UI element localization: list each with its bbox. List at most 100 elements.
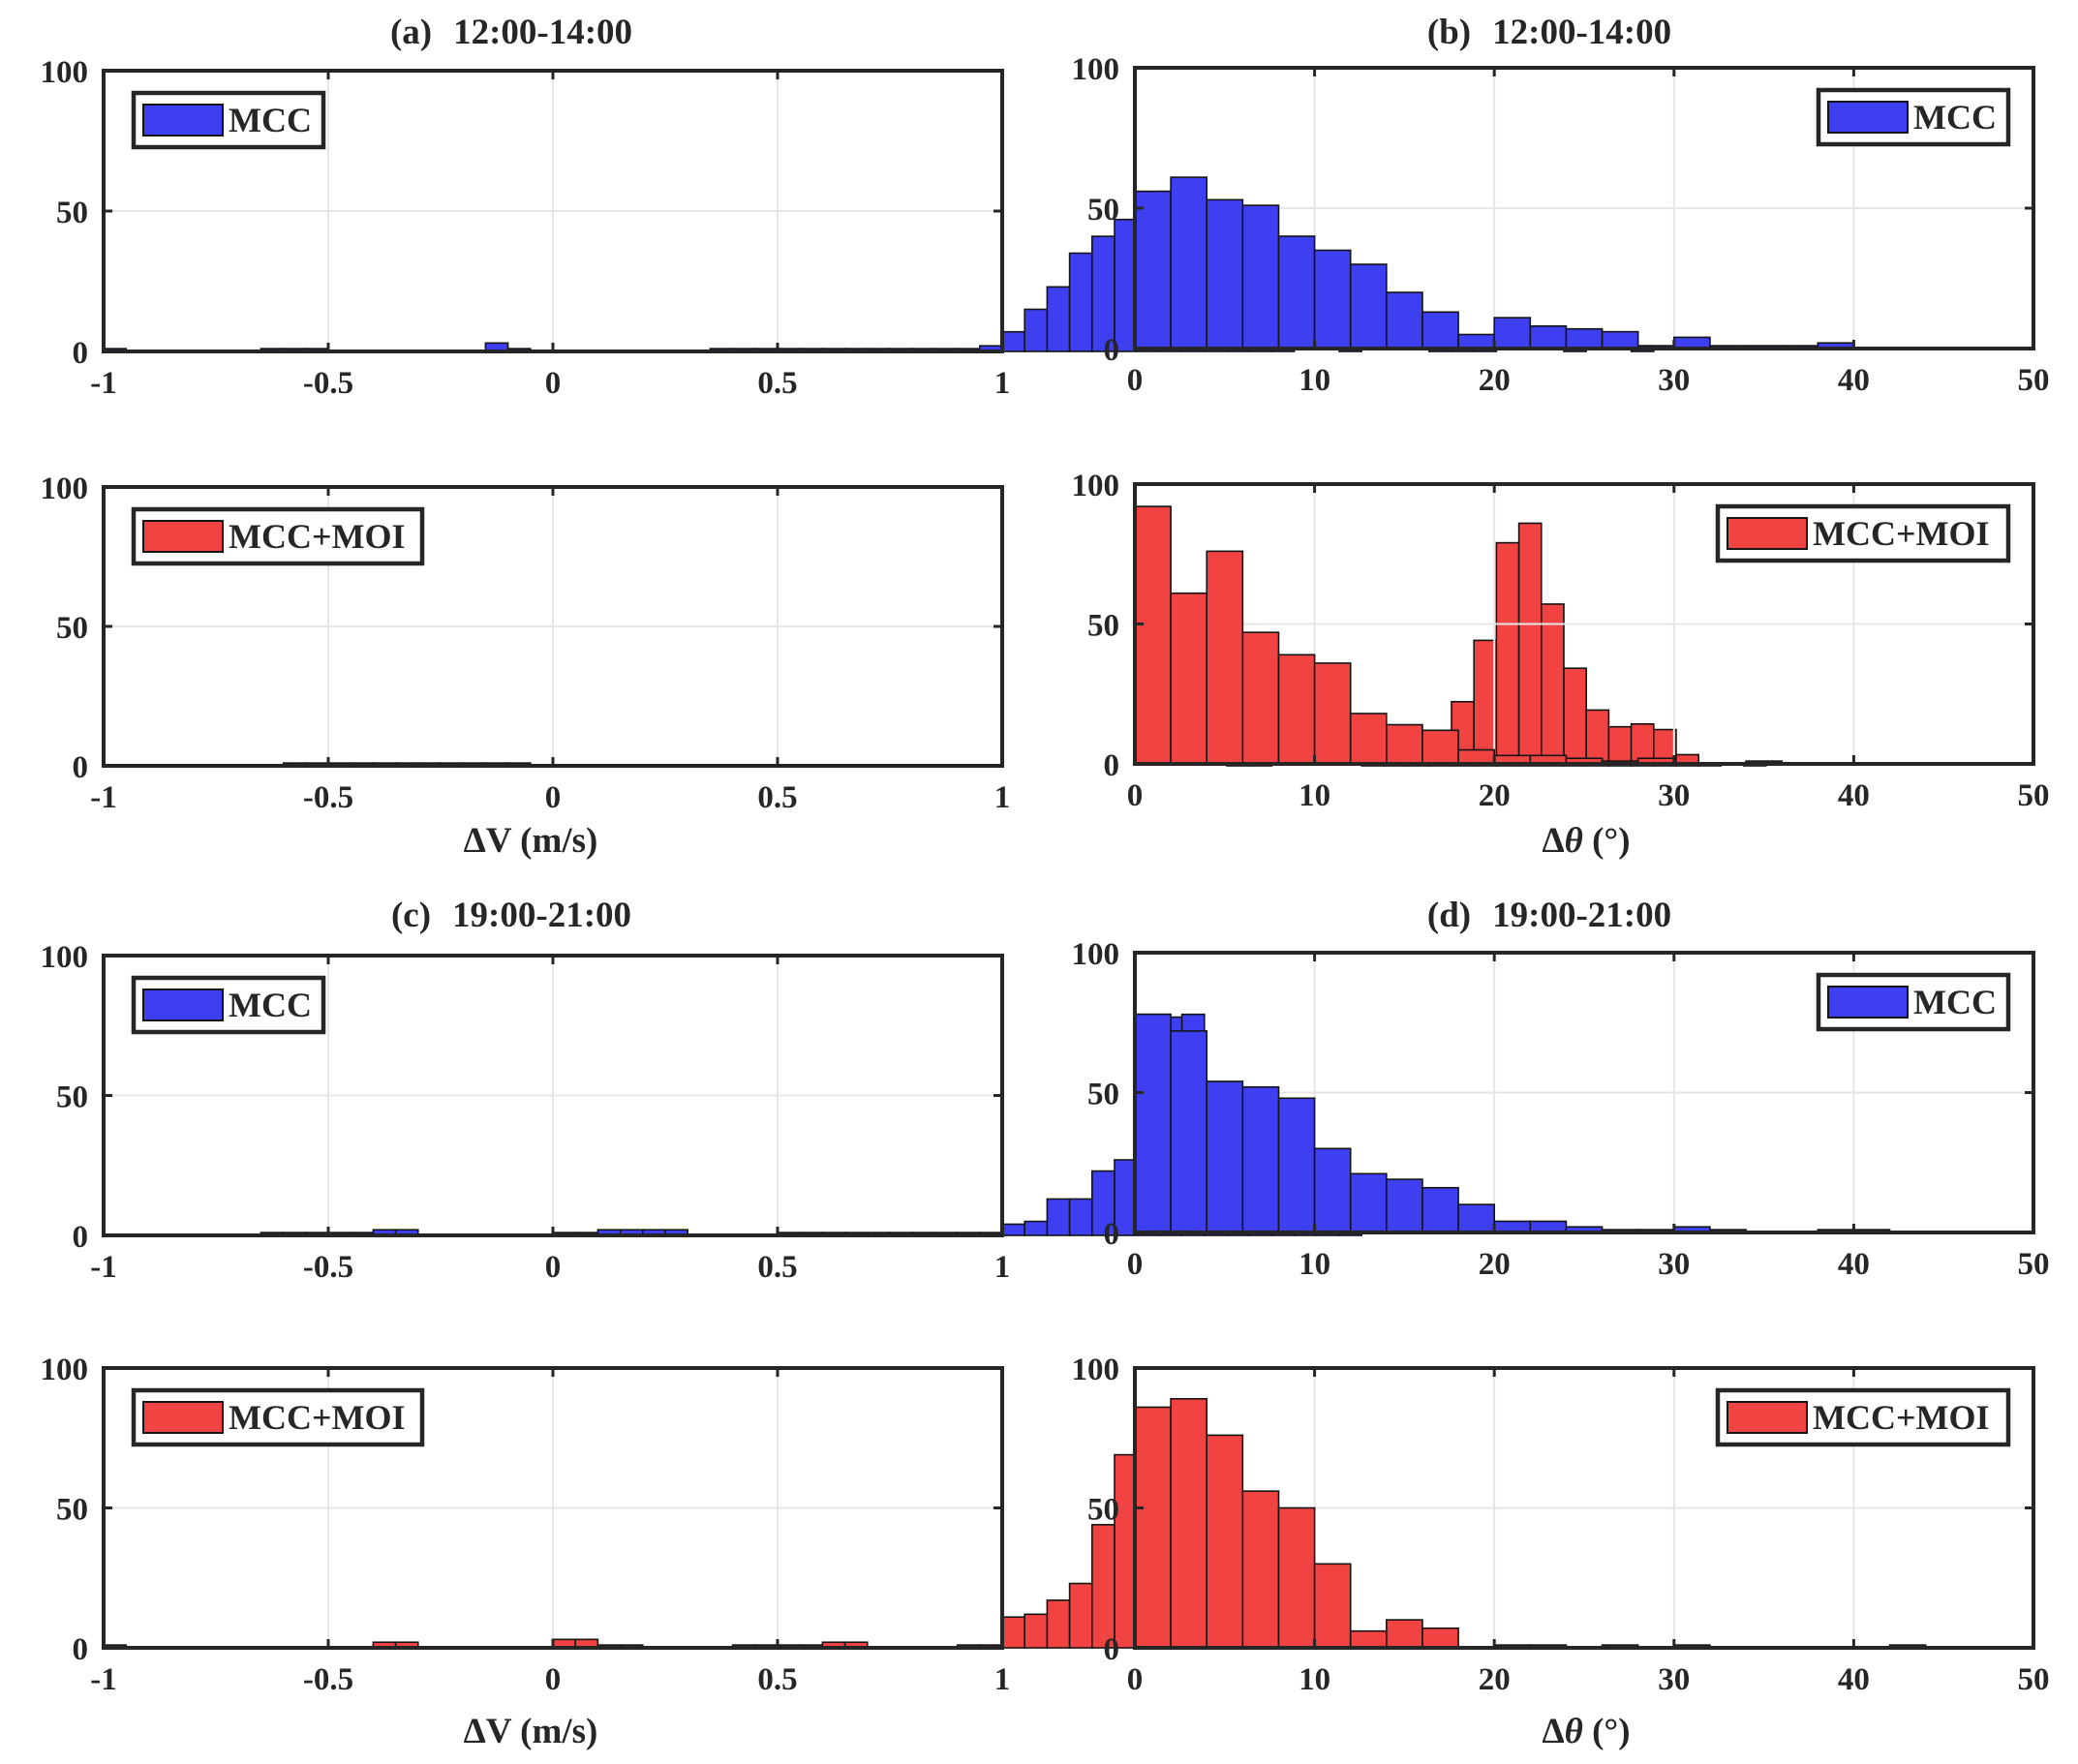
- legend-swatch: [1827, 986, 1909, 1019]
- histogram-bar: [1206, 550, 1244, 765]
- histogram-bar: [1607, 725, 1633, 767]
- x-tick-label: 10: [1299, 363, 1330, 398]
- histogram-bar: [1585, 709, 1610, 767]
- y-tick-label: 100: [1072, 1353, 1120, 1387]
- histogram-bar: [1495, 541, 1520, 767]
- panel-title: (d) 19:00-21:00: [1427, 896, 1671, 935]
- legend-swatch: [1727, 517, 1808, 550]
- histogram-bar: [1068, 1582, 1093, 1649]
- x-tick-label: -0.5: [303, 1250, 353, 1285]
- legend: MCC: [1816, 972, 2011, 1032]
- subplot-d-red: 0 10 20 30 40 50 0 50 100 MCC+MOI Δθ (°): [1072, 1353, 2050, 1751]
- histogram-bar: [1001, 1223, 1026, 1236]
- histogram-bar: [1313, 1563, 1352, 1649]
- histogram-bar: [1457, 748, 1495, 765]
- subplot-d-blue: 0 10 20 30 40 50 0 50 100 MCC (d) 19:00-21:00: [1072, 896, 2050, 1282]
- x-axis-label: Δθ (°): [1542, 1712, 1630, 1751]
- y-tick-label: 50: [56, 611, 88, 646]
- x-tick-label: 30: [1658, 778, 1690, 813]
- x-tick-label: -1: [90, 366, 117, 401]
- y-tick-label: 100: [1072, 937, 1120, 972]
- y-tick-label: 50: [56, 196, 88, 230]
- histogram-bar: [1206, 1080, 1244, 1233]
- x-tick-label: 50: [2018, 1662, 2050, 1697]
- histogram-bar: [1170, 176, 1208, 350]
- legend-label: MCC: [229, 101, 312, 139]
- panel-time: 12:00-14:00: [453, 13, 632, 52]
- y-tick-label: 50: [56, 1080, 88, 1115]
- histogram-bar: [1313, 249, 1352, 350]
- legend-swatch: [1727, 1401, 1808, 1434]
- y-tick-label: 0: [1104, 748, 1120, 783]
- legend-label: MCC+MOI: [229, 1398, 405, 1437]
- x-tick-label: 1: [994, 1662, 1011, 1697]
- legend: MCC+MOI: [1715, 503, 2011, 563]
- x-tick-label: 0: [545, 366, 562, 401]
- histogram-bar: [1349, 713, 1388, 765]
- x-axis-label: ΔV (m/s): [464, 1712, 598, 1751]
- histogram-bar: [1068, 1198, 1093, 1236]
- histogram-bar: [1386, 1178, 1423, 1233]
- x-tick-label: 0: [1127, 1247, 1144, 1282]
- x-tick-label: 20: [1479, 1247, 1511, 1282]
- x-tick-label: 50: [2018, 1247, 2050, 1282]
- x-tick-label: 10: [1299, 1662, 1330, 1697]
- x-tick-label: 40: [1838, 1247, 1870, 1282]
- x-tick-label: 10: [1299, 1247, 1330, 1282]
- x-tick-label: 0: [1127, 363, 1144, 398]
- histogram-bar: [1277, 235, 1316, 350]
- histogram-bar: [1473, 639, 1498, 767]
- panel-label: (c): [391, 896, 431, 935]
- x-tick-label: 30: [1658, 1662, 1690, 1697]
- y-tick-label: 0: [73, 336, 89, 371]
- x-tick-label: 0: [1127, 1662, 1144, 1697]
- histogram-bar: [1517, 522, 1543, 767]
- histogram-bar: [1170, 592, 1208, 765]
- panel-title: (c) 19:00-21:00: [391, 896, 631, 935]
- x-tick-label: 30: [1658, 363, 1690, 398]
- y-tick-label: 50: [1087, 1078, 1119, 1112]
- histogram-bar: [1134, 1013, 1172, 1233]
- panel-time: 12:00-14:00: [1492, 13, 1671, 52]
- histogram-bar: [1134, 505, 1172, 765]
- y-tick-label: 100: [1072, 52, 1120, 87]
- legend: MCC+MOI: [131, 1387, 425, 1447]
- panel-label: (b): [1427, 13, 1471, 52]
- histogram-bar: [1046, 286, 1071, 352]
- legend-box: [1715, 1387, 2011, 1447]
- x-tick-label: 0: [1127, 778, 1144, 813]
- x-tick-label: -1: [90, 780, 117, 815]
- panel-title: (b) 12:00-14:00: [1427, 13, 1671, 52]
- histogram-bar: [1068, 252, 1093, 352]
- histogram-bar: [1541, 603, 1565, 767]
- histogram-bar: [1349, 263, 1388, 350]
- legend-swatch: [142, 104, 224, 137]
- histogram-bar: [1024, 1613, 1049, 1649]
- histogram-bar: [1206, 198, 1244, 350]
- x-tick-label: -0.5: [303, 780, 353, 815]
- x-tick-label: 1: [994, 1250, 1011, 1285]
- histogram-bar: [1457, 1203, 1495, 1233]
- legend-swatch: [142, 1401, 224, 1434]
- histogram-bar: [1386, 723, 1423, 765]
- histogram-bar: [1457, 333, 1495, 350]
- histogram-bar: [1170, 1397, 1208, 1649]
- x-axis-label: Δθ (°): [1542, 821, 1630, 861]
- histogram-bar: [1277, 654, 1316, 765]
- legend-swatch: [142, 988, 224, 1021]
- histogram-bar: [1241, 1085, 1280, 1233]
- legend: MCC: [131, 975, 326, 1035]
- x-tick-label: 40: [1838, 1662, 1870, 1697]
- x-tick-label: 0.5: [757, 780, 797, 815]
- legend-label: MCC: [1913, 983, 1997, 1021]
- panel-title: (a) 12:00-14:00: [390, 13, 632, 52]
- histogram-bar: [1241, 631, 1280, 765]
- y-tick-label: 0: [73, 750, 89, 785]
- histogram-bar: [1529, 324, 1568, 350]
- subplot-b-blue: 0 10 20 30 40 50 0 50 100 MCC (b) 12:00-14:00: [1072, 13, 2050, 398]
- panel-label: (d): [1427, 896, 1471, 935]
- histogram-bar: [1601, 330, 1639, 350]
- x-tick-label: -1: [90, 1250, 117, 1285]
- histogram-bar: [1349, 1172, 1388, 1233]
- histogram-bar: [1563, 667, 1588, 767]
